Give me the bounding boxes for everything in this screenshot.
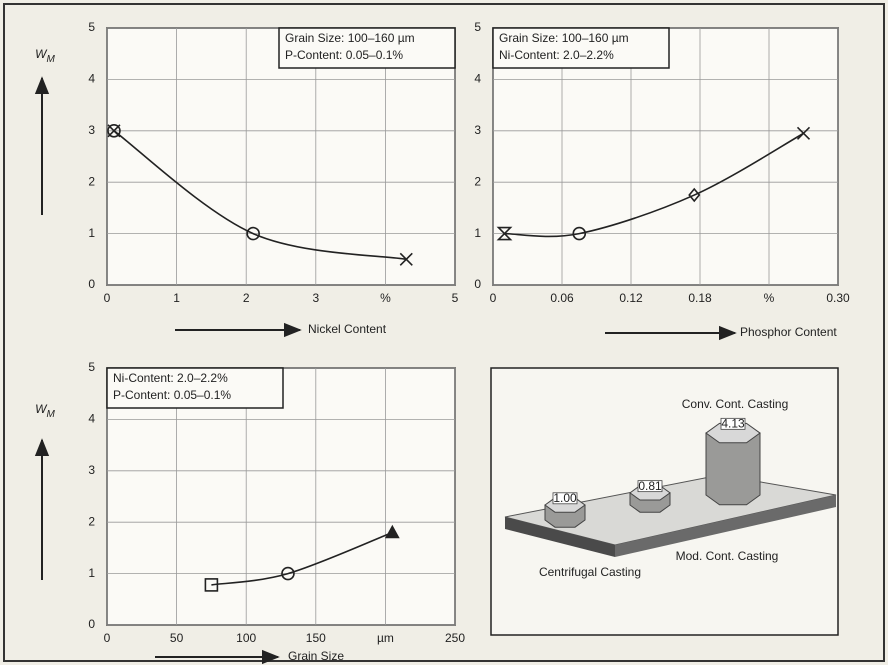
y-tick-label: 2 [88, 174, 95, 188]
x-axis-label: Nickel Content [308, 322, 387, 336]
x-tick-label: 0 [104, 631, 111, 645]
x-tick-label: 100 [236, 631, 256, 645]
y-axis-label-sub: M [46, 409, 55, 420]
category-label: Centrifugal Casting [539, 565, 641, 579]
x-tick-label: 0.18 [688, 291, 712, 305]
y-axis-label-sub: M [46, 54, 55, 65]
x-tick-label: 0.12 [619, 291, 643, 305]
value-label: 1.00 [553, 491, 577, 505]
x-tick-label: 250 [445, 631, 465, 645]
x-tick-label: 5 [452, 291, 459, 305]
x-axis-label: Phosphor Content [740, 325, 837, 339]
y-tick-label: 4 [474, 72, 481, 86]
x-tick-label: µm [377, 631, 394, 645]
y-tick-label: 0 [474, 277, 481, 291]
annotation: Ni-Content: 2.0–2.2% [113, 371, 228, 385]
x-tick-label: 150 [306, 631, 326, 645]
y-tick-label: 3 [474, 123, 481, 137]
y-tick-label: 0 [88, 617, 95, 631]
x-tick-label: % [764, 291, 775, 305]
figure: 0123450123%5Nickel ContentWMGrain Size: … [0, 0, 888, 665]
x-tick-label: 0.30 [826, 291, 850, 305]
value-label: 4.13 [721, 417, 745, 431]
y-tick-label: 0 [88, 277, 95, 291]
value-label: 0.81 [638, 479, 662, 493]
y-tick-label: 4 [88, 412, 95, 426]
y-tick-label: 2 [88, 514, 95, 528]
y-tick-label: 5 [88, 360, 95, 374]
y-tick-label: 2 [474, 174, 481, 188]
annotation: P-Content: 0.05–0.1% [113, 388, 231, 402]
annotation: Grain Size: 100–160 µm [499, 31, 629, 45]
y-tick-label: 1 [474, 226, 481, 240]
x-tick-label: 50 [170, 631, 184, 645]
x-tick-label: 0.06 [550, 291, 574, 305]
x-tick-label: 3 [312, 291, 319, 305]
y-tick-label: 5 [474, 20, 481, 34]
y-tick-label: 1 [88, 566, 95, 580]
y-tick-label: 1 [88, 226, 95, 240]
x-tick-label: 0 [490, 291, 497, 305]
category-label: Conv. Cont. Casting [682, 397, 789, 411]
x-axis-label: Grain Size [288, 649, 344, 663]
x-tick-label: 1 [173, 291, 180, 305]
x-tick-label: % [380, 291, 391, 305]
y-tick-label: 5 [88, 20, 95, 34]
annotation: Ni-Content: 2.0–2.2% [499, 48, 614, 62]
annotation: Grain Size: 100–160 µm [285, 31, 415, 45]
x-tick-label: 0 [104, 291, 111, 305]
category-label: Mod. Cont. Casting [676, 549, 779, 563]
x-tick-label: 2 [243, 291, 250, 305]
y-tick-label: 3 [88, 123, 95, 137]
prism [706, 433, 760, 505]
y-tick-label: 3 [88, 463, 95, 477]
y-tick-label: 4 [88, 72, 95, 86]
annotation: P-Content: 0.05–0.1% [285, 48, 403, 62]
